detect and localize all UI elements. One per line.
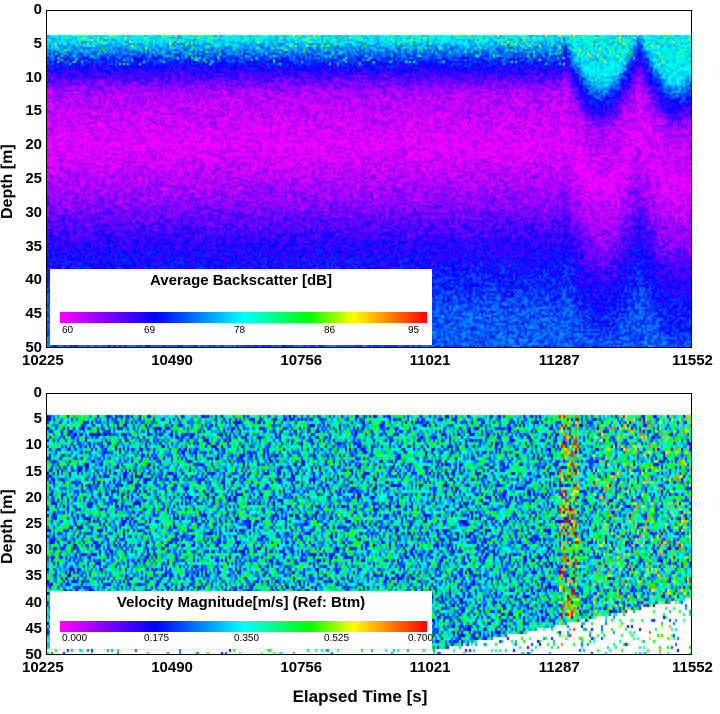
colorbar-tick-label: 60 — [62, 325, 74, 336]
colorbar-title: Average Backscatter [dB] — [149, 272, 333, 289]
x-tick-label: 10490 — [151, 659, 193, 676]
y-tick-label: 35 — [25, 237, 42, 255]
x-tick-label: 10225 — [22, 352, 64, 369]
velocity-plot: Velocity Magnitude[m/s] (Ref: Btm) 0.000… — [46, 393, 692, 655]
y-tick-label: 40 — [25, 271, 42, 289]
x-tick-label: 11021 — [409, 659, 451, 676]
y-tick-label: 40 — [25, 593, 42, 611]
colorbar-tick-label: 0.000 — [62, 633, 88, 644]
y-tick-label: 50 — [25, 646, 42, 663]
y-tick-label: 45 — [25, 305, 42, 323]
colorbar-gradient — [60, 621, 427, 632]
y-tick-label: 5 — [33, 410, 42, 428]
y-tick-label: 25 — [25, 515, 42, 532]
x-tick-label: 11552 — [672, 352, 713, 369]
y-tick-label: 20 — [25, 488, 42, 506]
y-tick-label: 35 — [25, 567, 42, 585]
x-tick-label: 11287 — [538, 352, 580, 369]
y-tick-label: 10 — [25, 436, 42, 454]
y-tick-label: 0 — [33, 1, 42, 18]
x-tick-label: 11552 — [672, 659, 713, 676]
x-axis-label: Elapsed Time [s] — [292, 687, 428, 706]
y-tick-label: 50 — [25, 339, 42, 356]
colorbar-gradient — [60, 312, 427, 323]
colorbar-tick-label: 0.175 — [144, 633, 170, 644]
x-tick-label: 10756 — [280, 659, 323, 676]
colorbar-tick-label: 69 — [144, 325, 156, 336]
colorbar-tick-label: 86 — [324, 325, 336, 336]
backscatter-plot: Average Backscatter [dB] 60 69 78 86 95 — [46, 10, 692, 348]
y-tick-label: 30 — [25, 203, 42, 221]
x-tick-label: 11287 — [538, 659, 580, 676]
y-tick-label: 20 — [25, 136, 42, 154]
colorbar-title: Velocity Magnitude[m/s] (Ref: Btm) — [116, 594, 366, 611]
colorbar-tick-label: 0.525 — [324, 633, 350, 644]
y-tick-label: 15 — [25, 462, 42, 480]
backscatter-colorbar: Average Backscatter [dB] 60 69 78 86 95 — [50, 269, 432, 345]
y-tick-label: 25 — [25, 170, 42, 187]
y-tick-label: 0 — [33, 384, 42, 401]
y-tick-label: 10 — [25, 68, 42, 86]
x-tick-label: 10490 — [151, 352, 193, 369]
y-tick-label: 30 — [25, 541, 42, 559]
y-tick-label: 15 — [25, 102, 42, 120]
colorbar-tick-label: 78 — [234, 325, 246, 336]
x-tick-label: 10756 — [280, 352, 323, 369]
colorbar-tick-label: 0.350 — [234, 633, 260, 644]
y-axis-label: Depth [m] — [0, 489, 16, 564]
x-tick-label: 11021 — [409, 352, 451, 369]
y-tick-label: 5 — [33, 34, 42, 52]
colorbar-tick-label: 95 — [408, 325, 420, 336]
colorbar-tick-label: 0.700 — [408, 633, 434, 644]
y-axis-label: Depth [m] — [0, 144, 16, 219]
velocity-colorbar: Velocity Magnitude[m/s] (Ref: Btm) 0.000… — [50, 591, 434, 649]
y-tick-label: 45 — [25, 619, 42, 637]
x-tick-label: 10225 — [22, 659, 64, 676]
